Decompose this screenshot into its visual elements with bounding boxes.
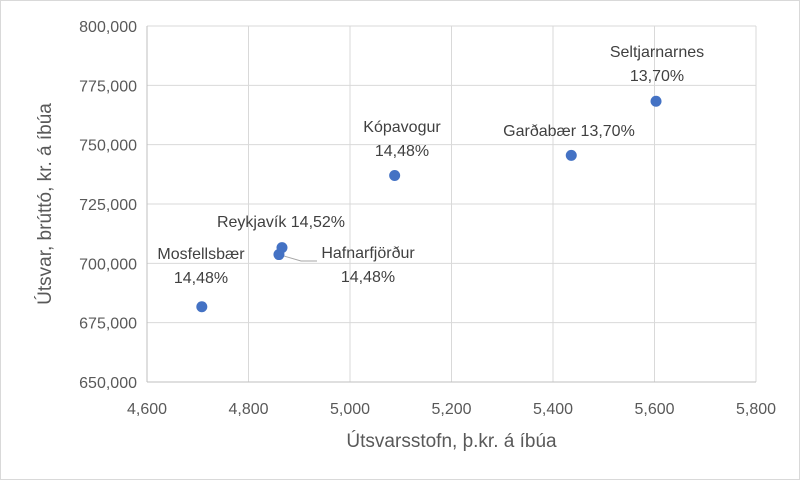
y-tick-label: 750,000 [79, 138, 137, 155]
y-tick-label: 650,000 [79, 375, 137, 392]
data-label: Seltjarnarnes [610, 44, 704, 61]
data-point [565, 149, 577, 161]
data-label: 14,48% [341, 269, 395, 286]
data-label: Hafnarfjörður [321, 245, 415, 262]
data-label: Garðabær 13,70% [503, 123, 635, 140]
data-label: Kópavogur [363, 119, 441, 136]
y-tick-label: 775,000 [79, 78, 137, 95]
x-tick-label: 4,600 [127, 401, 167, 418]
leader-line [278, 254, 317, 262]
y-axis-title: Útsvar, brúttó, kr. á íbúa [34, 103, 56, 305]
data-label: Mosfellsbær [157, 246, 245, 263]
y-tick-label: 700,000 [79, 256, 137, 273]
y-tick-label: 675,000 [79, 316, 137, 333]
data-point [276, 242, 288, 254]
data-point [389, 170, 401, 182]
y-tick-label: 725,000 [79, 197, 137, 214]
x-tick-label: 5,800 [736, 401, 776, 418]
x-tick-label: 4,800 [228, 401, 268, 418]
data-point [650, 95, 662, 107]
data-label: 14,48% [375, 143, 429, 160]
data-label: Reykjavík 14,52% [217, 214, 345, 231]
x-tick-label: 5,600 [634, 401, 674, 418]
x-axis-title: Útsvarsstofn, þ.kr. á íbúa [346, 430, 557, 452]
data-point [196, 301, 208, 313]
x-tick-label: 5,000 [330, 401, 370, 418]
y-tick-label: 800,000 [79, 19, 137, 36]
x-tick-label: 5,400 [533, 401, 573, 418]
x-tick-label: 5,200 [431, 401, 471, 418]
data-label: 13,70% [630, 68, 684, 85]
data-label: 14,48% [174, 270, 228, 287]
